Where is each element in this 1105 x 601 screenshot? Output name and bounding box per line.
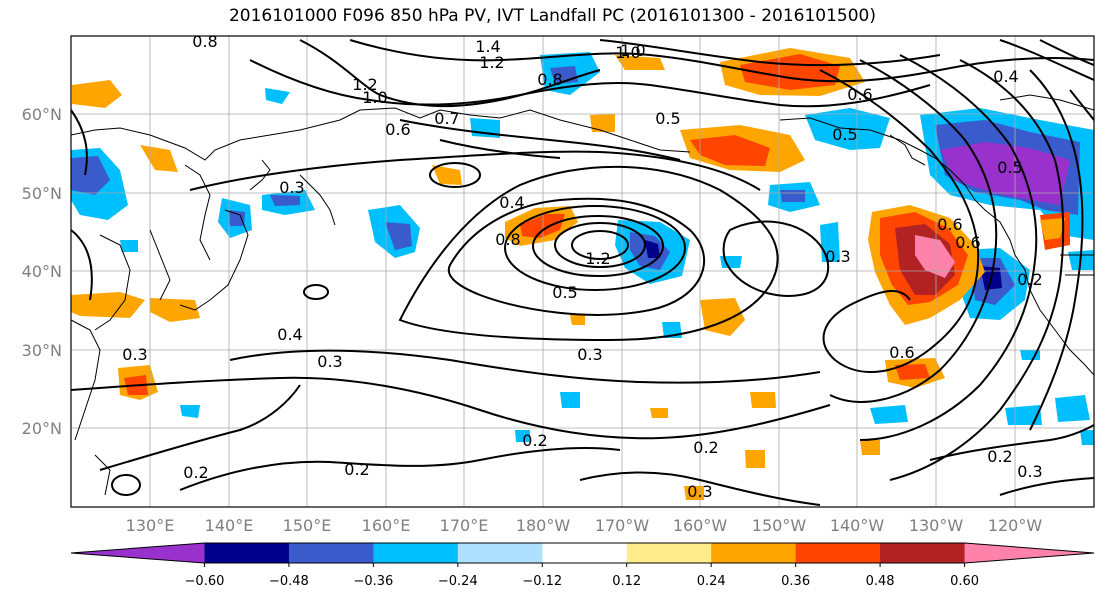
contour-label: 0.7 xyxy=(434,109,459,128)
lat-label: 30°N xyxy=(22,341,62,360)
contour-label: 0.3 xyxy=(317,352,342,371)
colorbar-ticks: −0.60 −0.48 −0.36 −0.24 −0.12 0.12 0.24 0.36 0.4… xyxy=(185,563,979,589)
lon-label: 180°W xyxy=(516,516,571,535)
contour-label: 1.4 xyxy=(475,37,500,56)
contour-label: 0.2 xyxy=(693,438,718,457)
contour-label: 0.8 xyxy=(537,70,562,89)
contour-label: 0.6 xyxy=(937,215,962,234)
colorbar xyxy=(70,542,1095,564)
lat-labels: 60°N 50°N 40°N 30°N 20°N xyxy=(22,105,62,438)
contour-label: 0.3 xyxy=(577,345,602,364)
colorbar-bin xyxy=(542,543,628,563)
contour-label: 0.6 xyxy=(889,343,914,362)
contour-label: 0.2 xyxy=(344,460,369,479)
colorbar-tick-label: 0.12 xyxy=(612,574,641,589)
colorbar-tick-label: 0.24 xyxy=(697,574,726,589)
contour-label: 0.3 xyxy=(1017,462,1042,481)
contour-label: 0.2 xyxy=(987,447,1012,466)
colorbar-tick-label: 0.36 xyxy=(781,574,810,589)
colorbar-bin xyxy=(626,543,712,563)
contour-label: 0.5 xyxy=(997,158,1022,177)
colorbar-bin xyxy=(204,543,290,563)
contour-label: 0.2 xyxy=(522,431,547,450)
contour-label: 0.3 xyxy=(825,247,850,266)
contour-label: 0.6 xyxy=(847,85,872,104)
colorbar-tick-label: −0.60 xyxy=(185,574,225,589)
contour-label: 1.0 xyxy=(620,41,645,60)
lon-label: 140°W xyxy=(830,516,885,535)
colorbar-bin xyxy=(964,543,1094,563)
contour-label: 0.4 xyxy=(499,193,524,212)
pv-contours xyxy=(71,39,1094,506)
contour-label: 0.5 xyxy=(552,283,577,302)
contour-label: 0.3 xyxy=(122,345,147,364)
colorbar-bin xyxy=(880,543,966,563)
colorbar-bin xyxy=(373,543,459,563)
contour-label: 0.6 xyxy=(385,120,410,139)
colorbar-bin xyxy=(457,543,543,563)
colorbar-tick-label: −0.48 xyxy=(269,574,309,589)
colorbar-tick-label: 0.60 xyxy=(950,574,979,589)
lon-label: 170°E xyxy=(440,516,489,535)
contour-label: 0.4 xyxy=(993,67,1018,86)
lon-label: 130°E xyxy=(126,516,175,535)
contour-label: 1.2 xyxy=(585,249,610,268)
lon-label: 160°W xyxy=(673,516,728,535)
contour-label: 0.3 xyxy=(279,178,304,197)
lat-label: 60°N xyxy=(22,105,62,124)
colorbar-tick-label: 0.48 xyxy=(866,574,895,589)
contour-label: 1.0 xyxy=(615,43,640,62)
lon-label: 120°W xyxy=(988,516,1043,535)
lon-label: 150°W xyxy=(752,516,807,535)
contour-label: 1.2 xyxy=(479,53,504,72)
shaded-fields xyxy=(71,48,1094,500)
colorbar-bin xyxy=(711,543,797,563)
map-panel: 0.8 1.41.21.00.8 0.40.70.60.50.51.21.00.60… xyxy=(71,32,1094,507)
colorbar-tick-label: −0.12 xyxy=(522,574,562,589)
colorbar-tick-label: −0.36 xyxy=(353,574,393,589)
contour-label: 0.2 xyxy=(1017,270,1042,289)
contour-label: 1.2 xyxy=(352,75,377,94)
colorbar-bin xyxy=(71,543,205,563)
contour-label: 0.8 xyxy=(192,32,217,51)
contour-label: 0.4 xyxy=(277,325,302,344)
lon-label: 160°E xyxy=(362,516,411,535)
contour-label: 1.0 xyxy=(362,88,387,107)
contour-label: 0.5 xyxy=(655,109,680,128)
lon-label: 130°W xyxy=(909,516,964,535)
map-frame xyxy=(70,35,1095,508)
lat-label: 50°N xyxy=(22,184,62,203)
colorbar-bin xyxy=(795,543,881,563)
colorbar-tick-label: −0.24 xyxy=(438,574,478,589)
contour-labels: 0.8 1.41.21.00.8 0.40.70.60.50.51.21.00.60… xyxy=(122,32,1042,501)
coastlines xyxy=(71,94,1094,496)
lat-label: 20°N xyxy=(22,419,62,438)
map-title: 2016101000 F096 850 hPa PV, IVT Landfall… xyxy=(228,6,876,26)
contour-label: 0.6 xyxy=(955,233,980,252)
contour-label: 0.5 xyxy=(832,125,857,144)
gridlines xyxy=(71,36,1094,507)
lon-label: 170°W xyxy=(595,516,650,535)
contour-label: 0.3 xyxy=(687,482,712,501)
lon-label: 150°E xyxy=(283,516,332,535)
lat-label: 40°N xyxy=(22,262,62,281)
lon-label: 140°E xyxy=(205,516,254,535)
colorbar-bin xyxy=(288,543,374,563)
contour-label: 0.2 xyxy=(183,463,208,482)
lon-labels: 130°E 140°E 150°E 160°E 170°E 180°W 170°… xyxy=(126,516,1043,535)
contour-label: 0.8 xyxy=(495,230,520,249)
